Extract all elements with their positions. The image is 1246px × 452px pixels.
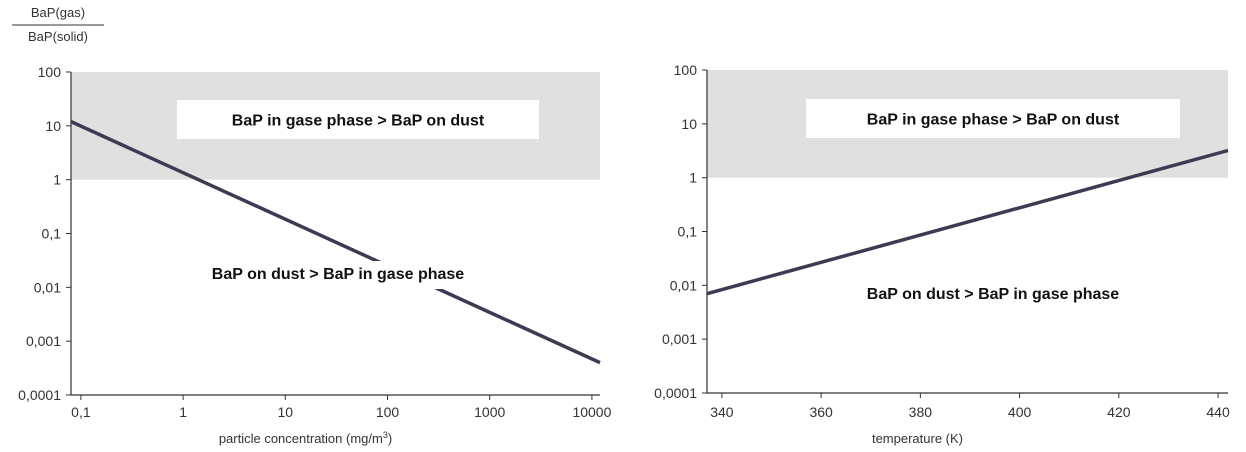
left-x-axis-label: particle concentration (mg/m3)	[219, 430, 392, 446]
left-upper-label-box	[177, 100, 539, 139]
left-series-line	[70, 120, 601, 365]
right-x-tick-label: 340	[710, 404, 734, 420]
left-x-axis-label-suffix: )	[388, 431, 392, 446]
left-x-axis-label-superscript: 3	[383, 430, 388, 440]
left-chart: BaP(gas) BaP(solid) BaP in gase phase > …	[12, 5, 612, 446]
right-y-tick-label: 1	[689, 170, 697, 186]
left-x-tick-label: 1000	[474, 404, 505, 420]
left-y-axis-title: BaP(gas) BaP(solid)	[12, 5, 104, 44]
left-y-tick-label: 0,01	[34, 279, 61, 295]
left-x-tick-label: 100	[376, 404, 400, 420]
left-y-tick-label: 1	[53, 172, 61, 188]
right-x-tick-label: 360	[809, 404, 833, 420]
right-y-tick-label: 0,0001	[654, 385, 697, 401]
left-upper-region-label: BaP in gase phase > BaP on dust	[232, 113, 485, 130]
right-y-tick-label: 10	[681, 116, 697, 132]
right-x-axis-label: temperature (K)	[872, 431, 963, 446]
left-y-tick-label: 100	[38, 64, 62, 80]
left-y-tick-label: 0,1	[42, 226, 62, 242]
left-y-ticks: 0,0001 0,001 0,01 0,1 1 10 100	[18, 64, 71, 403]
right-chart: BaP in gase phase > BaP on dust 0,00010,…	[654, 62, 1230, 446]
right-x-ticks: 340 360 380 400 420 440	[710, 393, 1230, 420]
left-y-axis-numerator: BaP(gas)	[31, 5, 85, 20]
left-y-axis-denominator: BaP(solid)	[28, 29, 88, 44]
right-y-tick-label: 0,001	[662, 331, 697, 347]
left-x-tick-label: 1	[179, 404, 187, 420]
left-lower-region-label: BaP on dust > BaP in gase phase	[212, 266, 464, 283]
right-lower-region-label: BaP on dust > BaP in gase phase	[867, 286, 1119, 303]
right-x-tick-label: 400	[1008, 404, 1032, 420]
right-x-tick-label: 440	[1206, 404, 1230, 420]
right-y-ticks: 0,0001 0,001 0,01 0,1 1 10 100	[654, 62, 707, 401]
left-y-tick-label: 0,001	[26, 333, 61, 349]
right-y-tick-label: 100	[674, 62, 698, 78]
left-x-axis-label-prefix: particle concentration (mg/m	[219, 431, 383, 446]
left-lower-label-box	[182, 261, 496, 289]
right-x-tick-label: 380	[909, 404, 933, 420]
left-x-tick-label: 10000	[572, 404, 611, 420]
left-x-tick-label: 10	[278, 404, 294, 420]
right-x-tick-label: 420	[1107, 404, 1131, 420]
right-upper-region-label: BaP in gase phase > BaP on dust	[867, 112, 1120, 129]
left-x-tick-label: 0,1	[71, 404, 91, 420]
right-upper-label-box	[806, 99, 1180, 138]
right-series-line	[706, 148, 1229, 296]
left-y-tick-label: 0,0001	[18, 387, 61, 403]
left-y-tick-label: 10	[45, 118, 61, 134]
left-x-ticks: 0,1 1 10 100 1000 10000	[71, 395, 612, 420]
right-y-tick-label: 0,1	[678, 224, 698, 240]
right-y-tick-label: 0,01	[670, 277, 697, 293]
